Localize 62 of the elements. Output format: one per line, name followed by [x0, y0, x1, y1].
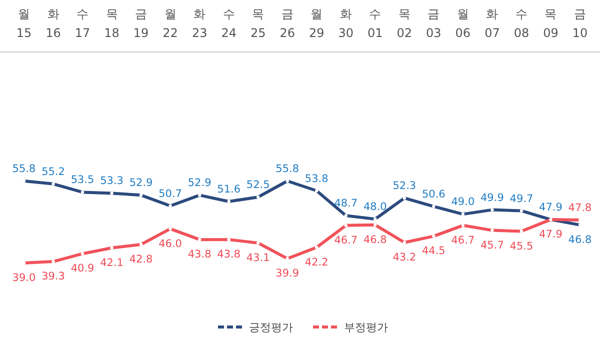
data-label: 39.0	[12, 272, 36, 284]
x-tick-label: 목 09	[543, 7, 558, 40]
data-label: 43.8	[217, 248, 241, 261]
x-tick-label: 금 19	[133, 7, 149, 40]
data-label: 52.9	[188, 177, 212, 190]
data-label: 46.7	[451, 234, 475, 246]
data-label: 42.1	[100, 256, 124, 269]
data-label: 46.0	[158, 238, 182, 250]
x-tick-label: 화 16	[46, 7, 61, 40]
x-tick-label: 금 03	[426, 7, 442, 40]
x-tick-label: 수 01	[368, 7, 383, 40]
data-label: 51.6	[217, 184, 241, 196]
data-label: 49.7	[510, 192, 534, 205]
data-label: 55.2	[42, 166, 65, 178]
x-tick-label: 화 30	[338, 7, 354, 40]
x-tick-label: 목 18	[104, 7, 120, 40]
data-label: 55.8	[276, 163, 300, 175]
data-label: 42.2	[304, 256, 328, 268]
data-label: 44.5	[422, 245, 446, 258]
x-tick-label: 화 07	[484, 7, 500, 40]
x-tick-label: 목 02	[396, 7, 412, 40]
x-tick-label: 월 29	[308, 7, 324, 40]
data-label: 48.0	[363, 201, 387, 214]
x-tick-label: 수 17	[74, 7, 90, 40]
data-label: 49.9	[480, 192, 504, 204]
data-label: 46.7	[334, 234, 358, 246]
data-label: 52.9	[129, 177, 153, 190]
data-label: 48.7	[334, 198, 358, 210]
data-label: 52.5	[246, 179, 270, 192]
data-label: 46.8	[568, 234, 592, 246]
data-label: 39.3	[42, 270, 65, 283]
x-tick-label: 수 24	[221, 7, 236, 40]
data-label: 47.9	[539, 228, 562, 241]
legend-label: 긍정평가	[249, 321, 293, 334]
data-label: 50.7	[158, 188, 182, 200]
data-label: 47.8	[568, 202, 592, 214]
x-tick-label: 월 15	[16, 7, 32, 40]
data-label: 43.8	[188, 248, 212, 261]
data-label: 45.5	[510, 240, 534, 252]
data-label: 53.8	[304, 172, 328, 185]
data-label: 45.7	[480, 239, 504, 252]
data-label: 55.8	[12, 163, 36, 175]
x-tick-label: 화 23	[192, 7, 208, 40]
data-label: 50.6	[422, 188, 446, 200]
data-label: 49.0	[451, 196, 475, 208]
x-tick-label: 수 08	[514, 7, 530, 40]
data-label: 43.1	[246, 252, 270, 264]
data-label: 40.9	[70, 262, 94, 275]
data-label: 53.3	[100, 175, 124, 188]
data-label: 47.9	[539, 202, 562, 214]
x-tick-label: 금 10	[572, 7, 588, 40]
data-label: 52.3	[392, 180, 416, 192]
data-label: 42.8	[129, 253, 153, 266]
data-label: 53.5	[70, 174, 94, 186]
legend-label: 부정평가	[344, 321, 388, 334]
data-label: 39.9	[276, 268, 300, 280]
x-tick-label: 목 25	[250, 7, 266, 40]
x-tick-label: 월 06	[455, 7, 471, 40]
data-label: 46.8	[363, 234, 387, 246]
data-label: 43.2	[392, 252, 416, 264]
x-tick-label: 월 22	[162, 7, 178, 40]
x-tick-label: 금 26	[280, 7, 296, 40]
